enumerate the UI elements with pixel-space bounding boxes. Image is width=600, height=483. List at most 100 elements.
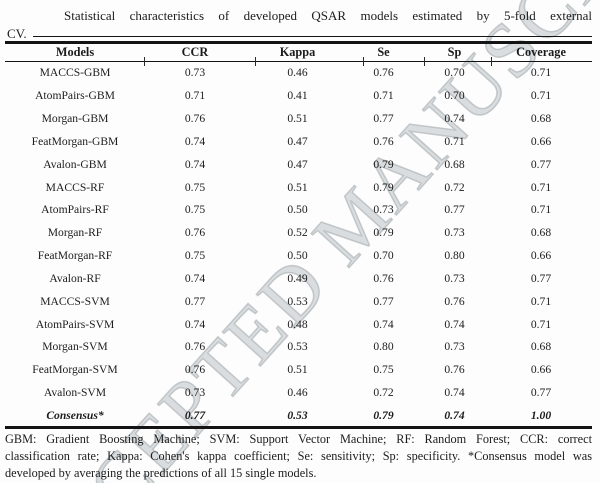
cell-model: MACCS-SVM xyxy=(40,294,110,308)
table-header-row: Models CCR Kappa Se Sp Coverage xyxy=(5,43,590,61)
cell-sp: 0.80 xyxy=(444,249,465,263)
cell-se: 0.77 xyxy=(373,111,394,125)
table-body: MACCS-GBM 0.73 0.46 0.76 0.70 0.71 AtomPairs-G… xyxy=(5,62,590,428)
cell-kappa: 0.51 xyxy=(287,111,308,125)
cell-kappa: 0.50 xyxy=(287,249,308,263)
cell-model: Morgan-SVM xyxy=(42,340,108,354)
cell-coverage: 0.77 xyxy=(530,386,552,400)
cell-sp: 0.74 xyxy=(444,408,465,422)
cell-model: Avalon-SVM xyxy=(43,386,107,400)
footnote-line: developed by averaging the predictions o… xyxy=(5,465,317,480)
cell-model: AtomPairs-SVM xyxy=(35,317,115,331)
column-divider-tick xyxy=(144,56,146,66)
cell-kappa: 0.47 xyxy=(287,157,308,171)
cell-kappa: 0.51 xyxy=(287,363,308,377)
cell-se: 0.79 xyxy=(373,408,394,422)
cell-ccr: 0.74 xyxy=(184,157,206,171)
header-separator-rule xyxy=(5,61,592,63)
consensus-row: Consensus* 0.77 0.53 0.79 0.74 1.00 xyxy=(5,405,590,428)
table-row: FeatMorgan-GBM 0.74 0.47 0.76 0.71 0.66 xyxy=(5,131,590,154)
column-header-sp: Sp xyxy=(447,45,462,59)
cell-sp: 0.76 xyxy=(444,363,465,377)
cell-kappa: 0.46 xyxy=(287,66,308,80)
cell-kappa: 0.51 xyxy=(287,180,308,194)
cell-kappa: 0.46 xyxy=(287,386,308,400)
cell-ccr: 0.76 xyxy=(184,111,206,125)
table-row: Avalon-SVM 0.73 0.46 0.72 0.74 0.77 xyxy=(5,382,590,405)
cell-se: 0.74 xyxy=(373,317,394,331)
table-caption-line2: CV. xyxy=(7,26,27,41)
cell-se: 0.76 xyxy=(373,271,394,285)
cell-se: 0.75 xyxy=(373,363,394,377)
cell-se: 0.79 xyxy=(373,226,394,240)
table-row: MACCS-GBM 0.73 0.46 0.76 0.70 0.71 xyxy=(5,62,590,85)
cell-se: 0.80 xyxy=(373,340,394,354)
cell-kappa: 0.53 xyxy=(287,294,308,308)
cell-ccr: 0.74 xyxy=(184,317,206,331)
table-row: Morgan-GBM 0.76 0.51 0.77 0.74 0.68 xyxy=(5,108,590,131)
cell-ccr: 0.74 xyxy=(184,271,206,285)
cell-se: 0.71 xyxy=(373,89,394,103)
column-header-se: Se xyxy=(377,45,390,59)
column-divider-tick xyxy=(491,56,493,66)
column-divider-tick xyxy=(424,56,426,66)
cell-ccr: 0.75 xyxy=(184,203,206,217)
cell-kappa: 0.41 xyxy=(287,89,308,103)
cell-ccr: 0.71 xyxy=(184,89,206,103)
cell-sp: 0.70 xyxy=(444,89,465,103)
cell-ccr: 0.74 xyxy=(184,134,206,148)
cell-sp: 0.74 xyxy=(444,317,465,331)
cell-se: 0.79 xyxy=(373,157,394,171)
table-row: AtomPairs-GBM 0.71 0.41 0.71 0.70 0.71 xyxy=(5,85,590,108)
column-header-ccr: CCR xyxy=(181,45,209,59)
cell-sp: 0.71 xyxy=(444,134,465,148)
table-row: MACCS-SVM 0.77 0.53 0.77 0.76 0.71 xyxy=(5,291,590,314)
cell-ccr: 0.76 xyxy=(184,363,206,377)
cell-kappa: 0.53 xyxy=(287,340,308,354)
cell-model: MACCS-GBM xyxy=(39,66,111,80)
table-row: Avalon-GBM 0.74 0.47 0.79 0.68 0.77 xyxy=(5,154,590,177)
cell-sp: 0.73 xyxy=(444,226,465,240)
cell-sp: 0.74 xyxy=(444,111,465,125)
cell-ccr: 0.77 xyxy=(184,294,206,308)
cell-ccr: 0.76 xyxy=(184,340,206,354)
cell-kappa: 0.47 xyxy=(287,134,308,148)
cell-model: MACCS-RF xyxy=(45,180,105,194)
cell-coverage: 0.71 xyxy=(530,180,552,194)
table-top-rule-thick xyxy=(5,40,592,44)
cell-sp: 0.73 xyxy=(444,340,465,354)
table-bottom-rule xyxy=(5,426,592,429)
cell-se: 0.77 xyxy=(373,294,394,308)
cell-model: Consensus* xyxy=(46,408,104,422)
cell-coverage: 0.71 xyxy=(530,89,552,103)
cell-coverage: 0.66 xyxy=(530,249,552,263)
cell-model: FeatMorgan-RF xyxy=(37,249,113,263)
cell-coverage: 0.71 xyxy=(530,294,552,308)
table-row: FeatMorgan-RF 0.75 0.50 0.70 0.80 0.66 xyxy=(5,245,590,268)
cell-model: FeatMorgan-SVM xyxy=(32,363,118,377)
cell-ccr: 0.75 xyxy=(184,249,206,263)
table-footnote: GBM: Gradient Boosting Machine; SVM: Sup… xyxy=(5,431,592,483)
cell-sp: 0.68 xyxy=(444,157,465,171)
cell-sp: 0.72 xyxy=(444,180,465,194)
cell-model: AtomPairs-RF xyxy=(41,203,109,217)
table-row: AtomPairs-SVM 0.74 0.48 0.74 0.74 0.71 xyxy=(5,314,590,337)
cell-sp: 0.73 xyxy=(444,271,465,285)
cell-se: 0.73 xyxy=(373,203,394,217)
cell-coverage: 0.66 xyxy=(530,363,552,377)
cell-kappa: 0.48 xyxy=(287,317,308,331)
cell-model: Morgan-GBM xyxy=(41,111,109,125)
cell-se: 0.72 xyxy=(373,386,394,400)
cell-model: Morgan-RF xyxy=(47,226,103,240)
cell-model: FeatMorgan-GBM xyxy=(31,134,119,148)
footnote-line: GBM: Gradient Boosting Machine; SVM: Sup… xyxy=(5,431,592,446)
cell-sp: 0.74 xyxy=(444,386,465,400)
cell-coverage: 1.00 xyxy=(530,408,552,422)
cell-sp: 0.77 xyxy=(444,203,465,217)
cell-se: 0.76 xyxy=(373,66,394,80)
cell-ccr: 0.77 xyxy=(184,408,206,422)
table-row: Morgan-RF 0.76 0.52 0.79 0.73 0.68 xyxy=(5,222,590,245)
cell-ccr: 0.76 xyxy=(184,226,206,240)
cell-se: 0.76 xyxy=(373,134,394,148)
